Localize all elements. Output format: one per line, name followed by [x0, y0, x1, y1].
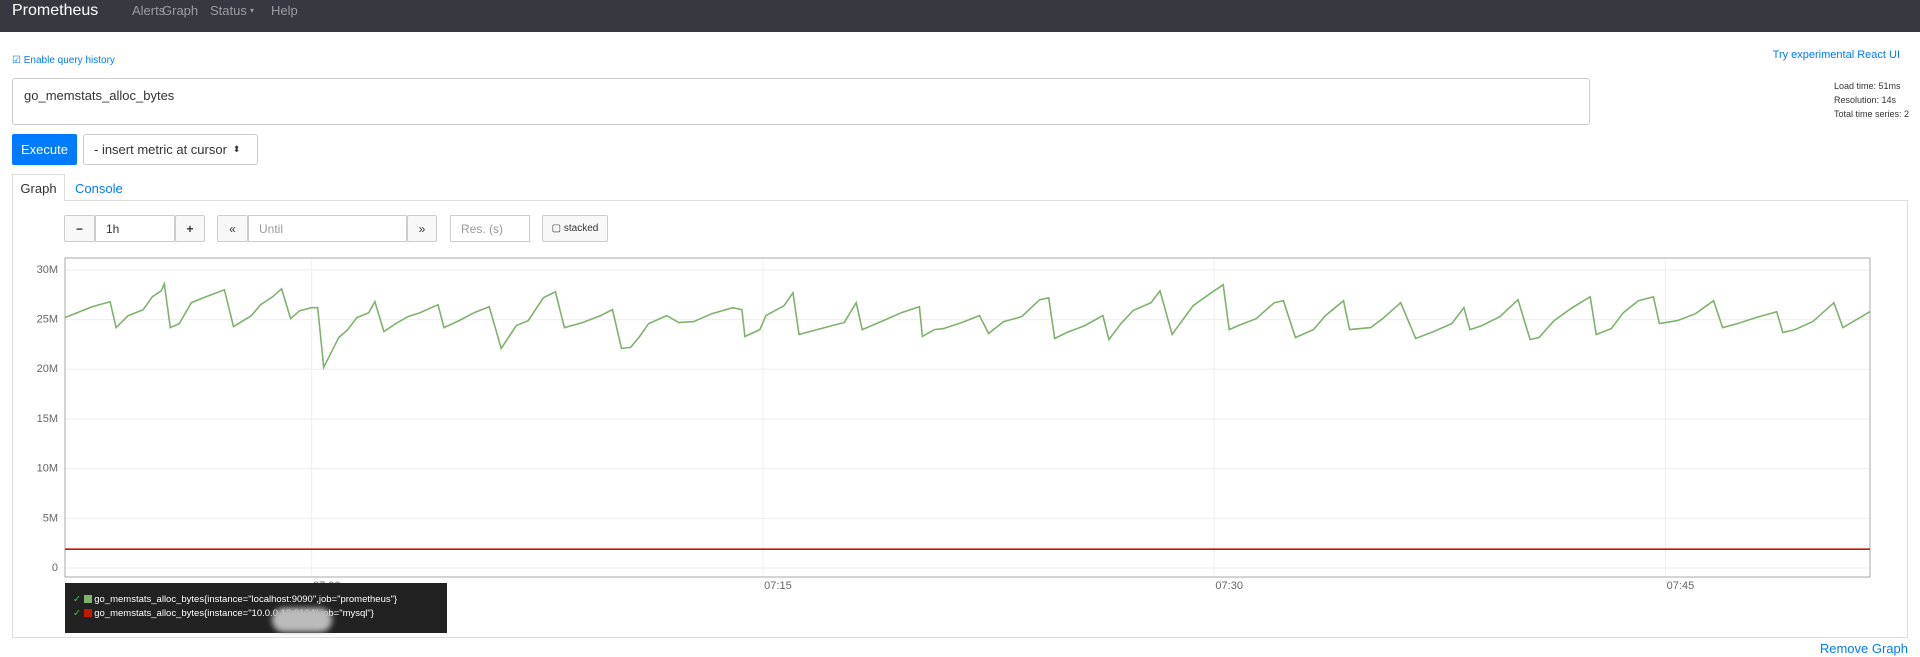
select-arrow: ⬍ — [232, 144, 241, 154]
check: ✓ — [73, 594, 81, 605]
y-tick-label: 15M — [37, 413, 58, 425]
legend: ✓ go_memstats_alloc_bytes{instance="loca… — [65, 583, 447, 633]
y-tick-label: 10M — [37, 463, 58, 475]
expression-input[interactable]: go_memstats_alloc_bytes — [12, 78, 1590, 125]
time-forward[interactable]: » — [407, 215, 437, 242]
remove-graph[interactable]: Remove Graph — [1819, 641, 1908, 656]
series-count: Total time series: 2 — [1834, 109, 1910, 119]
y-tick-label: 20M — [37, 363, 58, 375]
nav-link[interactable]: Help — [271, 3, 298, 18]
history-label: Enable query history — [23, 55, 115, 66]
series-line — [64, 280, 1871, 371]
y-tick-label: 30M — [37, 264, 58, 276]
nav-link[interactable]: Status — [210, 3, 247, 18]
until-input[interactable]: Until — [248, 215, 407, 242]
history-toggle[interactable]: ☑ Enable query history — [12, 55, 115, 66]
nav-link[interactable]: Graph — [162, 3, 199, 18]
range-minus[interactable]: − — [64, 215, 95, 242]
y-tick-label: 0 — [52, 562, 58, 574]
plot-border — [64, 257, 1871, 578]
navbar: Prometheus Alerts Graph Status Help ▾ — [0, 0, 1920, 32]
y-tick-label: 5M — [43, 512, 58, 524]
nav-link[interactable]: Alerts — [132, 3, 166, 18]
legend-swatch — [83, 595, 92, 603]
redaction — [272, 608, 332, 632]
resolution-input[interactable]: Res. (s) — [450, 215, 530, 242]
check: ✓ — [73, 608, 81, 619]
x-tick-label: 07:45 — [1667, 580, 1695, 590]
x-tick-label: 07:30 — [1215, 580, 1243, 590]
tab-graph[interactable]: Graph — [12, 174, 65, 201]
legend-item[interactable]: ✓ go_memstats_alloc_bytes{instance="10.0… — [73, 607, 447, 621]
brand[interactable]: Prometheus — [12, 2, 99, 19]
graph-panel — [12, 200, 1908, 638]
stacked-label: stacked — [563, 223, 599, 234]
y-tick-label: 25M — [37, 314, 58, 326]
legend-swatch — [83, 609, 92, 617]
execute-button[interactable]: Execute — [12, 134, 77, 165]
load-time: Load time: 51ms — [1834, 81, 1901, 91]
time-back[interactable]: « — [217, 215, 248, 242]
metric-select[interactable]: - insert metric at cursor ⬍ — [83, 134, 258, 165]
caret: ▾ — [250, 6, 255, 15]
react-link[interactable]: Try experimental React UI — [1772, 49, 1900, 61]
range-input[interactable]: 1h — [95, 215, 175, 242]
legend-label: go_memstats_alloc_bytes{instance="localh… — [94, 594, 398, 605]
legend-label: go_memstats_alloc_bytes{instance="10.0.0… — [94, 608, 374, 619]
legend-item[interactable]: ✓ go_memstats_alloc_bytes{instance="loca… — [73, 593, 447, 607]
stacked-toggle[interactable]: ▢ stacked — [542, 215, 608, 242]
select-label: - insert metric at cursor — [94, 142, 227, 157]
x-tick-label: 07:15 — [764, 580, 792, 590]
range-plus[interactable]: + — [175, 215, 205, 242]
tab-console[interactable]: Console — [75, 181, 123, 196]
stats: Load time: 51ms Resolution: 14s Total ti… — [1834, 79, 1909, 121]
resolution: Resolution: 14s — [1834, 95, 1897, 105]
